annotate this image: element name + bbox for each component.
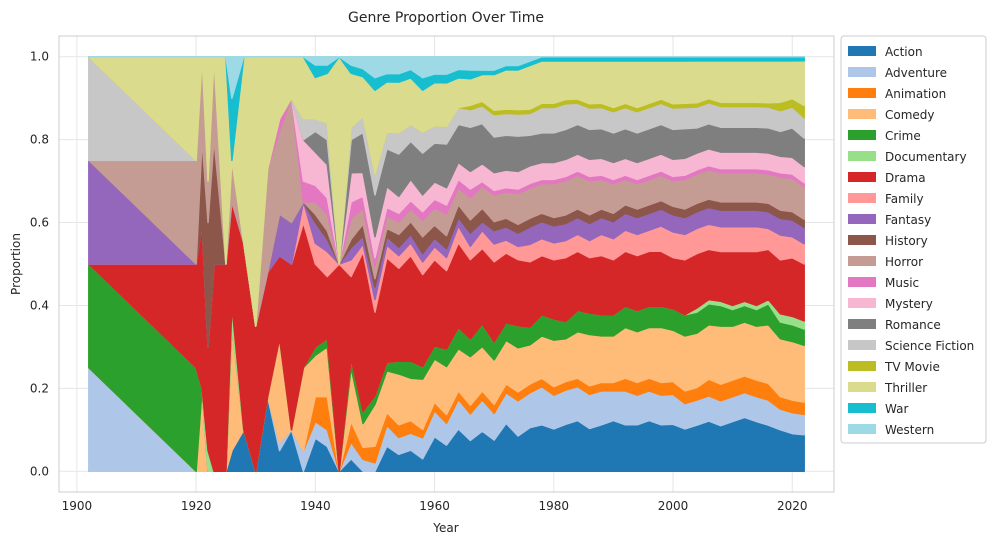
legend-swatch-science-fiction [848, 340, 876, 350]
legend-swatch-animation [848, 88, 876, 98]
legend-label-horror: Horror [885, 255, 923, 269]
legend-swatch-romance [848, 319, 876, 329]
y-tick-label: 0.8 [30, 133, 49, 147]
legend-label-adventure: Adventure [885, 66, 947, 80]
legend-swatch-adventure [848, 67, 876, 77]
legend-swatch-mystery [848, 298, 876, 308]
legend-swatch-history [848, 235, 876, 245]
legend-label-mystery: Mystery [885, 297, 933, 311]
legend-swatch-thriller [848, 382, 876, 392]
legend-swatch-drama [848, 172, 876, 182]
area-western [88, 55, 805, 99]
plot-area: 1900 1920 1940 1960 1980 2000 2020 0.0 0.2 0.4 0.6… [30, 35, 835, 513]
legend-label-thriller: Thriller [884, 381, 927, 395]
y-tick-label: 0.0 [30, 464, 49, 478]
stacked-areas [88, 55, 805, 473]
legend-swatch-war [848, 403, 876, 413]
legend-label-animation: Animation [885, 87, 946, 101]
legend-swatch-crime [848, 130, 876, 140]
y-tick-label: 0.6 [30, 216, 49, 230]
y-tick-label: 1.0 [30, 50, 49, 64]
legend-label-history: History [885, 234, 928, 248]
legend-swatch-horror [848, 256, 876, 266]
x-tick-label: 2000 [658, 499, 689, 513]
x-tick-label: 1940 [300, 499, 331, 513]
legend: Action Adventure Animation Comedy Crime Docum… [840, 35, 987, 444]
y-tick-label: 0.4 [30, 298, 49, 312]
legend-swatch-western [848, 424, 876, 434]
legend-box [840, 35, 987, 444]
x-tick-label: 1980 [539, 499, 570, 513]
legend-label-fantasy: Fantasy [885, 213, 931, 227]
legend-label-war: War [885, 402, 908, 416]
chart-title: Genre Proportion Over Time [348, 10, 544, 26]
x-axis-label: Year [432, 521, 458, 535]
legend-swatch-documentary [848, 151, 876, 161]
y-tick-label: 0.2 [30, 381, 49, 395]
plot-frame [58, 35, 835, 493]
y-axis-label: Proportion [9, 233, 23, 295]
x-tick-label: 1960 [419, 499, 450, 513]
legend-label-crime: Crime [885, 129, 921, 143]
legend-swatch-tv-movie [848, 361, 876, 371]
legend-swatch-comedy [848, 109, 876, 119]
x-tick-label: 1900 [62, 499, 93, 513]
legend-swatch-action [848, 46, 876, 56]
legend-label-action: Action [885, 45, 923, 59]
legend-swatch-family [848, 193, 876, 203]
legend-label-tv-movie: TV Movie [884, 360, 940, 374]
legend-label-music: Music [885, 276, 919, 290]
legend-swatch-music [848, 277, 876, 287]
legend-swatch-fantasy [848, 214, 876, 224]
x-tick-label: 2020 [777, 499, 808, 513]
legend-label-documentary: Documentary [885, 150, 967, 164]
legend-label-science-fiction: Science Fiction [885, 339, 974, 353]
legend-label-western: Western [885, 423, 934, 437]
legend-label-romance: Romance [885, 318, 941, 332]
legend-label-family: Family [885, 192, 924, 206]
x-tick-label: 1920 [181, 499, 212, 513]
legend-label-drama: Drama [885, 171, 926, 185]
legend-label-comedy: Comedy [885, 108, 935, 122]
